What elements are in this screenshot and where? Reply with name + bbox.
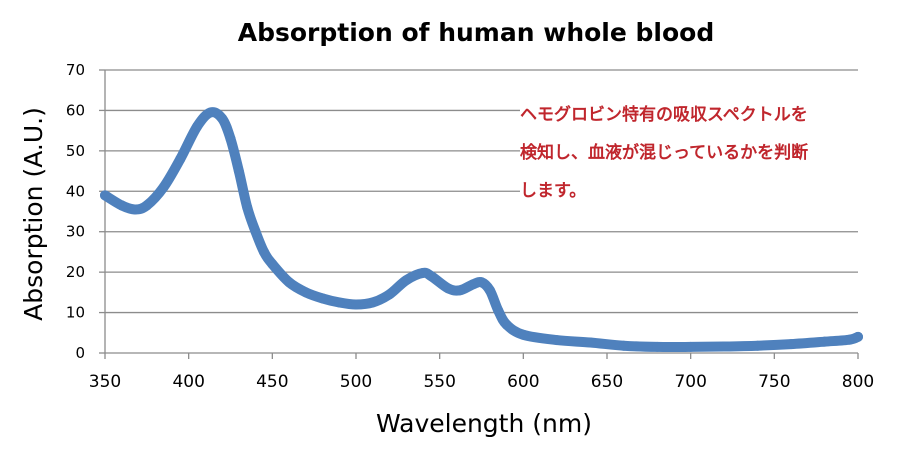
data-point	[443, 283, 454, 294]
data-point	[351, 299, 361, 310]
x-tick-label: 700	[674, 372, 706, 392]
data-point	[844, 334, 855, 345]
annotation-line: 検知し、血液が混じっているかを判断	[520, 143, 809, 163]
data-point	[317, 293, 328, 304]
x-tick-label: 350	[89, 372, 121, 392]
data-point	[518, 329, 529, 340]
data-point	[141, 200, 152, 211]
data-point	[426, 271, 437, 282]
data-point	[484, 285, 495, 296]
data-point	[334, 297, 345, 308]
y-tick-label: 20	[66, 263, 85, 281]
y-tick-label: 50	[66, 142, 85, 160]
data-point	[417, 267, 428, 278]
data-point	[100, 190, 110, 201]
data-point	[685, 341, 696, 352]
y-tick-label: 60	[66, 101, 85, 119]
annotation-line: します。	[520, 181, 587, 201]
data-point	[300, 287, 311, 298]
data-point	[618, 340, 629, 351]
data-point	[652, 341, 663, 352]
x-tick-label: 600	[507, 372, 539, 392]
x-tick-label: 550	[423, 372, 455, 392]
axes	[99, 69, 859, 359]
y-tick-label: 10	[66, 304, 85, 322]
y-tick-label: 30	[66, 223, 85, 241]
y-tick-label: 40	[66, 182, 85, 200]
data-point	[454, 285, 465, 296]
data-point	[250, 226, 261, 237]
x-axis-label: Wavelength (nm)	[376, 409, 592, 438]
data-point	[786, 339, 797, 350]
data-point	[367, 297, 378, 308]
data-point	[130, 204, 141, 215]
y-axis-label: Absorption (A.U.)	[19, 107, 48, 321]
data-point	[192, 121, 203, 132]
x-tick-label: 400	[172, 372, 204, 392]
x-tick-label: 650	[591, 372, 623, 392]
data-point	[258, 246, 269, 257]
data-point	[205, 107, 216, 118]
x-tick-labels: 350 400 450 500 550 600 650 700 750 800	[89, 372, 874, 392]
x-tick-label: 450	[256, 372, 288, 392]
data-point	[401, 275, 412, 286]
data-point	[819, 336, 830, 347]
data-point	[468, 279, 479, 290]
annotation-line: ヘモグロビン特有の吸収スペクトルを	[520, 105, 808, 125]
data-point	[233, 166, 244, 177]
data-point	[501, 319, 512, 330]
data-point	[384, 289, 395, 300]
data-point	[217, 113, 228, 124]
data-point	[284, 277, 295, 288]
data-point	[493, 305, 504, 316]
data-point	[585, 337, 596, 348]
y-tick-labels: 0 10 20 30 40 50 60 70	[66, 61, 85, 362]
data-point	[158, 182, 169, 193]
data-point	[853, 331, 863, 342]
series-group	[100, 107, 863, 353]
data-point	[752, 340, 763, 351]
x-tick-label: 800	[842, 372, 874, 392]
data-point	[225, 133, 236, 144]
x-tick-label: 500	[340, 372, 372, 392]
data-point	[476, 277, 487, 288]
chart-title: Absorption of human whole blood	[238, 18, 715, 47]
data-point	[116, 200, 127, 211]
y-tick-label: 70	[66, 61, 85, 79]
data-point	[551, 335, 562, 346]
y-tick-label: 0	[75, 344, 85, 362]
data-point	[242, 202, 253, 213]
annotation-note: ヘモグロビン特有の吸収スペクトルを 検知し、血液が混じっているかを判断 します。	[520, 96, 870, 210]
data-point	[175, 153, 186, 164]
data-point	[719, 341, 730, 352]
data-point	[267, 259, 278, 270]
x-tick-label: 750	[758, 372, 790, 392]
